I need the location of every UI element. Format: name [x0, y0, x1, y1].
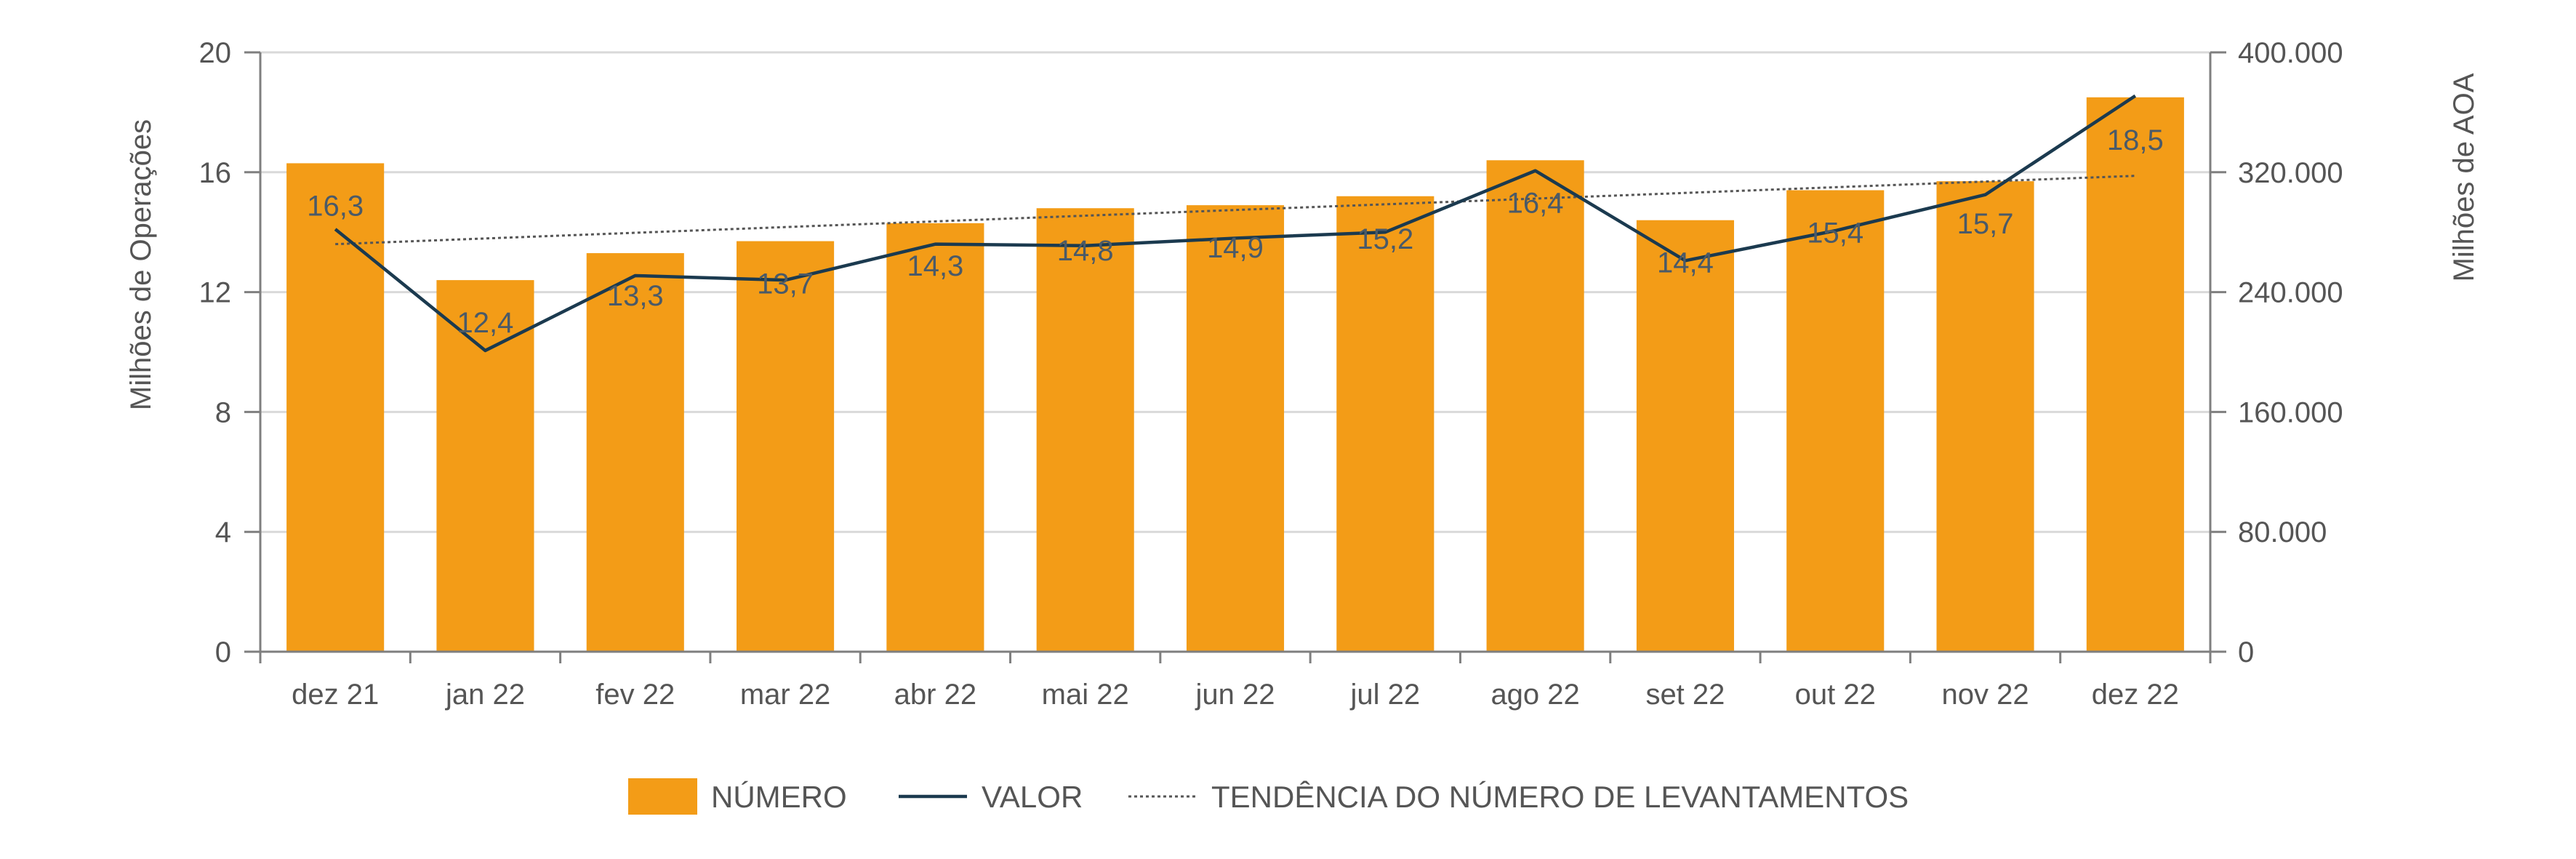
x-tick-label-4: abr 22 [894, 679, 976, 711]
legend: NÚMERO VALOR TENDÊNCIA DO NÚMERO DE LEVANT… [628, 778, 1909, 815]
data-label-11: 15,7 [1957, 208, 2014, 240]
x-tick-label-1: jan 22 [445, 679, 525, 711]
bar-set-22 [1636, 220, 1734, 652]
left-tick-label-2: 8 [215, 396, 231, 428]
x-tick-label-7: jul 22 [1349, 679, 1420, 711]
bar-mar-22 [737, 241, 835, 652]
bar-ago-22 [1486, 160, 1584, 652]
data-label-8: 16,4 [1507, 187, 1564, 219]
data-label-9: 14,4 [1657, 247, 1714, 279]
data-label-10: 15,4 [1807, 217, 1863, 249]
data-label-5: 14,8 [1057, 235, 1114, 267]
data-label-1: 12,4 [457, 307, 514, 339]
bar-dez-21 [286, 163, 385, 652]
right-tick-label-5: 400.000 [2238, 37, 2343, 69]
axes: 0 4 8 12 16 20 0 80.000 160.000 240.000 320.000 400… [125, 37, 2480, 711]
trend-line [335, 175, 2135, 246]
data-label-4: 14,3 [907, 250, 963, 282]
bars [286, 97, 2184, 652]
right-axis-title: Milhões de AOA [2448, 73, 2480, 281]
right-tick-label-3: 240.000 [2238, 277, 2343, 309]
left-axis-title: Milhões de Operações [125, 119, 157, 410]
legend-label-trend: TENDÊNCIA DO NÚMERO DE LEVANTAMENTOS [1211, 780, 1909, 814]
data-label-2: 13,3 [607, 280, 664, 312]
left-tick-label-4: 16 [199, 157, 232, 189]
left-tick-label-0: 0 [215, 636, 231, 668]
bar-jan-22 [436, 280, 534, 652]
bar-abr-22 [886, 223, 984, 652]
legend-label-valor: VALOR [982, 780, 1083, 814]
left-tick-label-3: 12 [199, 277, 232, 309]
data-label-3: 13,7 [757, 268, 814, 300]
bar-out-22 [1786, 190, 1885, 652]
data-label-7: 15,2 [1357, 223, 1413, 255]
right-tick-label-4: 320.000 [2238, 157, 2343, 189]
right-tick-label-2: 160.000 [2238, 396, 2343, 428]
left-tick-label-5: 20 [199, 37, 232, 69]
x-tick-label-8: ago 22 [1490, 679, 1579, 711]
bar-mai-22 [1036, 208, 1134, 652]
x-tick-label-9: set 22 [1645, 679, 1725, 711]
x-tick-label-6: jun 22 [1195, 679, 1275, 711]
data-label-0: 16,3 [307, 190, 364, 222]
bar-dez-22 [2086, 97, 2184, 652]
right-tick-label-0: 0 [2238, 636, 2254, 668]
x-tick-label-0: dez 21 [292, 679, 379, 711]
legend-swatch-numero [628, 778, 697, 815]
x-tick-label-11: nov 22 [1941, 679, 2029, 711]
data-label-12: 18,5 [2107, 124, 2164, 156]
value-line [334, 94, 2137, 353]
x-tick-label-3: mar 22 [740, 679, 831, 711]
data-label-6: 14,9 [1207, 232, 1264, 264]
x-tick-label-10: out 22 [1795, 679, 1876, 711]
bar-jul-22 [1336, 196, 1435, 652]
bar-nov-22 [1936, 181, 2034, 652]
x-tick-label-12: dez 22 [2092, 679, 2179, 711]
left-tick-label-1: 4 [215, 516, 231, 548]
data-labels: 16,3 12,4 13,3 13,7 14,3 14,8 14,9 15,2 16,4 14,4… [307, 124, 2164, 339]
x-tick-label-2: fev 22 [595, 679, 675, 711]
bar-fev-22 [586, 253, 684, 652]
x-tick-label-5: mai 22 [1042, 679, 1129, 711]
right-tick-label-1: 80.000 [2238, 516, 2327, 548]
trendline [335, 175, 2135, 246]
legend-label-numero: NÚMERO [711, 780, 847, 814]
valor-line [334, 94, 2137, 353]
bar-jun-22 [1186, 205, 1285, 652]
